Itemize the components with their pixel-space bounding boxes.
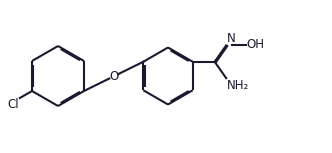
Text: O: O bbox=[109, 70, 118, 83]
Text: NH₂: NH₂ bbox=[227, 79, 249, 92]
Text: OH: OH bbox=[247, 38, 265, 51]
Text: Cl: Cl bbox=[8, 99, 19, 112]
Text: N: N bbox=[227, 32, 235, 45]
